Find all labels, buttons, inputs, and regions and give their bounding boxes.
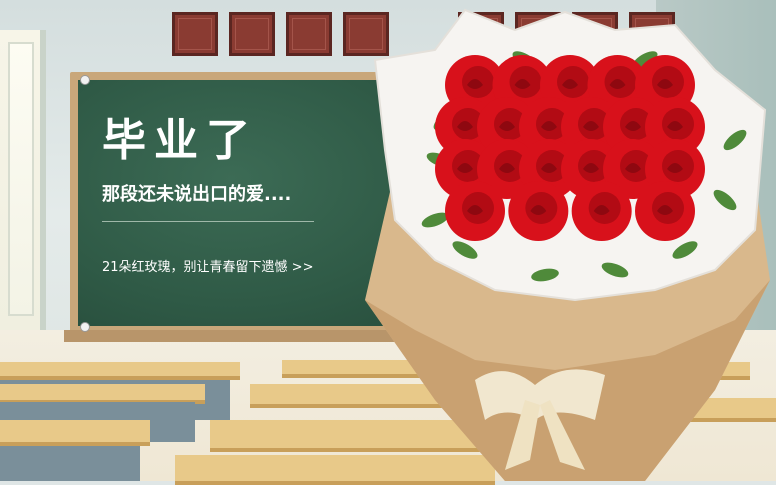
rose	[445, 181, 505, 241]
ribbon-tail	[505, 400, 540, 470]
desk	[0, 384, 205, 404]
banner-subtitle: 那段还未说出口的爱....	[102, 184, 292, 205]
roses	[435, 55, 705, 241]
desk	[0, 362, 240, 380]
classroom-window	[0, 30, 46, 330]
desk-body	[0, 446, 140, 481]
rose	[571, 181, 632, 241]
banner-tagline-link[interactable]: 21朵红玫瑰，别让青春留下遗憾 >>	[102, 260, 314, 275]
wall-frame	[172, 12, 218, 56]
rose-bouquet	[365, 8, 770, 481]
blackboard-ledge	[64, 330, 478, 342]
rose	[603, 97, 663, 157]
rose	[635, 181, 695, 241]
ribbon-bow	[475, 369, 605, 420]
wall-frame	[229, 12, 275, 56]
rose	[435, 97, 495, 157]
rose	[645, 97, 705, 157]
rose	[603, 139, 663, 199]
rose	[477, 139, 537, 199]
pin-icon	[80, 322, 90, 332]
wall-frame	[343, 12, 389, 56]
rose	[508, 181, 569, 241]
ribbon-tail	[540, 400, 585, 470]
wall-frame	[286, 12, 332, 56]
rose	[477, 97, 537, 157]
desk	[0, 420, 150, 446]
banner-title: 毕业了	[102, 115, 258, 166]
desk	[210, 420, 480, 452]
divider	[102, 221, 314, 222]
rose	[519, 97, 579, 157]
desk	[250, 384, 460, 408]
rose	[561, 97, 621, 157]
pin-icon	[80, 75, 90, 85]
